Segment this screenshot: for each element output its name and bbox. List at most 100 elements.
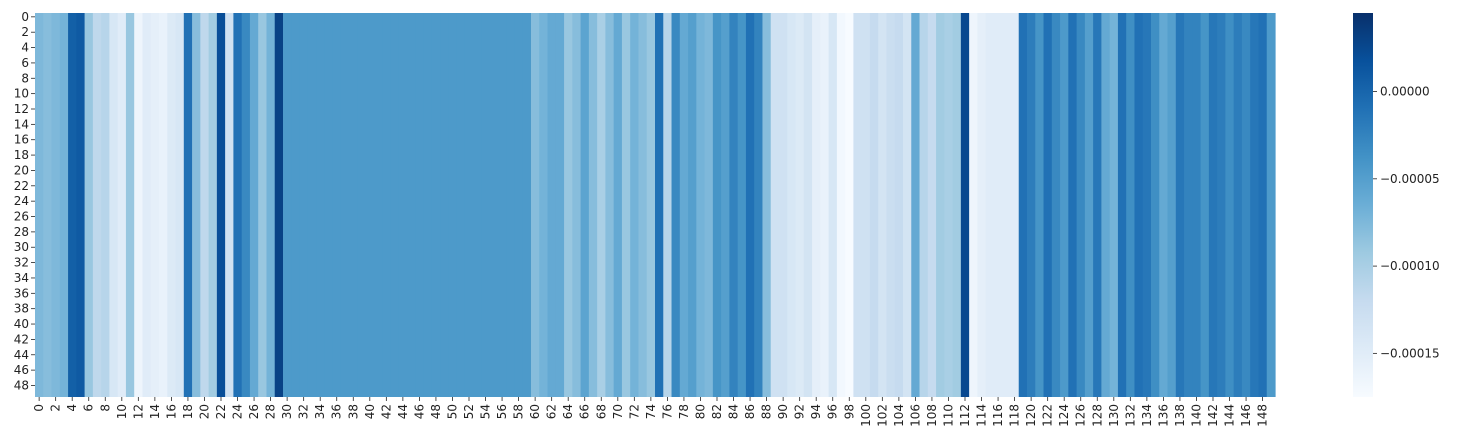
heatmap-column-113 — [969, 13, 978, 397]
heatmap-column-25 — [241, 13, 251, 397]
heatmap-column-73 — [638, 13, 648, 397]
heatmap-column-134 — [1142, 13, 1152, 397]
heatmap-column-102 — [878, 13, 888, 397]
y-tick-label: 40 — [14, 317, 29, 331]
y-tick-label: 14 — [14, 117, 29, 131]
x-tick-label: 100 — [859, 404, 873, 427]
x-tick-label: 118 — [1008, 404, 1022, 427]
y-tick-label: 20 — [14, 163, 29, 177]
heatmap-column-116 — [993, 13, 1003, 397]
heatmap-column-118 — [1010, 13, 1020, 397]
heatmap-column-44 — [398, 13, 408, 397]
heatmap-column-31 — [291, 13, 301, 397]
x-tick-label: 10 — [115, 404, 129, 419]
x-tick-label: 48 — [429, 404, 443, 419]
x-tick-label: 144 — [1223, 404, 1237, 427]
heatmap-column-15 — [159, 13, 168, 397]
x-tick-label: 18 — [181, 404, 195, 419]
heatmap-column-0 — [35, 13, 44, 397]
y-tick-label: 8 — [21, 71, 29, 85]
x-tick-label: 90 — [776, 404, 790, 419]
x-tick-label: 46 — [412, 404, 426, 419]
x-tick-label: 72 — [627, 404, 641, 419]
heatmap-column-23 — [225, 13, 234, 397]
y-tick-label: 4 — [21, 41, 29, 55]
x-tick-label: 142 — [1206, 404, 1220, 427]
y-tick-label: 2 — [21, 25, 29, 39]
heatmap-column-45 — [407, 13, 416, 397]
heatmap-column-129 — [1101, 13, 1111, 397]
heatmap-column-101 — [869, 13, 879, 397]
y-tick-label: 0 — [21, 10, 29, 24]
heatmap-column-137 — [1167, 13, 1177, 397]
heatmap-column-50 — [448, 13, 458, 397]
colorbar-tick-label: −0.00015 — [1380, 346, 1440, 360]
heatmap-column-5 — [76, 13, 86, 397]
heatmap-column-106 — [911, 13, 921, 397]
heatmap-column-66 — [580, 13, 590, 397]
heatmap-column-92 — [795, 13, 805, 397]
colorbar-tick-label: −0.00010 — [1380, 259, 1440, 273]
x-tick-label: 68 — [594, 404, 608, 419]
x-tick-label: 28 — [264, 404, 278, 419]
x-tick-label: 106 — [908, 404, 922, 427]
x-tick-label: 126 — [1074, 404, 1088, 427]
x-tick-label: 30 — [280, 404, 294, 419]
x-tick-label: 94 — [809, 404, 823, 419]
heatmap-column-36 — [332, 13, 342, 397]
x-tick-label: 98 — [842, 404, 856, 419]
heatmap-column-61 — [539, 13, 549, 397]
heatmap-column-103 — [886, 13, 896, 397]
heatmap-column-40 — [365, 13, 375, 397]
x-tick-label: 58 — [512, 404, 526, 419]
x-tick-label: 64 — [561, 404, 575, 419]
x-tick-label: 74 — [644, 404, 658, 419]
x-tick-label: 116 — [991, 404, 1005, 427]
heatmap-column-136 — [1159, 13, 1169, 397]
heatmap-column-117 — [1002, 13, 1012, 397]
x-tick-label: 66 — [578, 404, 592, 419]
heatmap-column-90 — [779, 13, 788, 397]
heatmap-column-121 — [1035, 13, 1045, 397]
y-tick-label: 30 — [14, 240, 29, 254]
heatmap-column-96 — [828, 13, 838, 397]
y-tick-label: 48 — [14, 378, 29, 392]
colorbar-tick-label: −0.00005 — [1380, 172, 1440, 186]
x-tick-label: 56 — [495, 404, 509, 419]
heatmap-column-22 — [216, 13, 226, 397]
colorbar-axis: 0.00000 −0.00005 −0.00010 −0.00015 — [1373, 85, 1440, 360]
x-tick-label: 34 — [313, 404, 327, 419]
heatmap-column-87 — [754, 13, 764, 397]
y-tick-label: 32 — [14, 256, 29, 270]
x-tick-label: 108 — [925, 404, 939, 427]
x-tick-label: 130 — [1107, 404, 1121, 427]
heatmap-column-68 — [597, 13, 606, 397]
x-tick-label: 2 — [49, 404, 63, 412]
heatmap-column-32 — [299, 13, 309, 397]
heatmap-column-46 — [415, 13, 425, 397]
y-tick-label: 22 — [14, 179, 29, 193]
heatmap-column-67 — [588, 13, 598, 397]
x-tick-label: 14 — [148, 404, 162, 419]
heatmap-column-74 — [646, 13, 656, 397]
x-tick-label: 32 — [297, 404, 311, 419]
y-tick-label: 36 — [14, 286, 29, 300]
heatmap-column-37 — [340, 13, 350, 397]
heatmap-column-58 — [514, 13, 524, 397]
x-tick-label: 38 — [346, 404, 360, 419]
heatmap-column-7 — [92, 13, 102, 397]
heatmap-column-115 — [985, 13, 995, 397]
heatmap-column-1 — [43, 13, 53, 397]
heatmap-column-30 — [283, 13, 292, 397]
heatmap-column-81 — [704, 13, 714, 397]
heatmap-column-105 — [903, 13, 912, 397]
y-tick-label: 28 — [14, 225, 29, 239]
x-tick-label: 136 — [1156, 404, 1170, 427]
x-tick-label: 52 — [462, 404, 476, 419]
heatmap-column-132 — [1126, 13, 1136, 397]
heatmap-column-54 — [481, 13, 491, 397]
heatmap-column-122 — [1043, 13, 1053, 397]
heatmap-column-142 — [1208, 13, 1218, 397]
heatmap-column-53 — [473, 13, 482, 397]
heatmap-column-69 — [605, 13, 615, 397]
